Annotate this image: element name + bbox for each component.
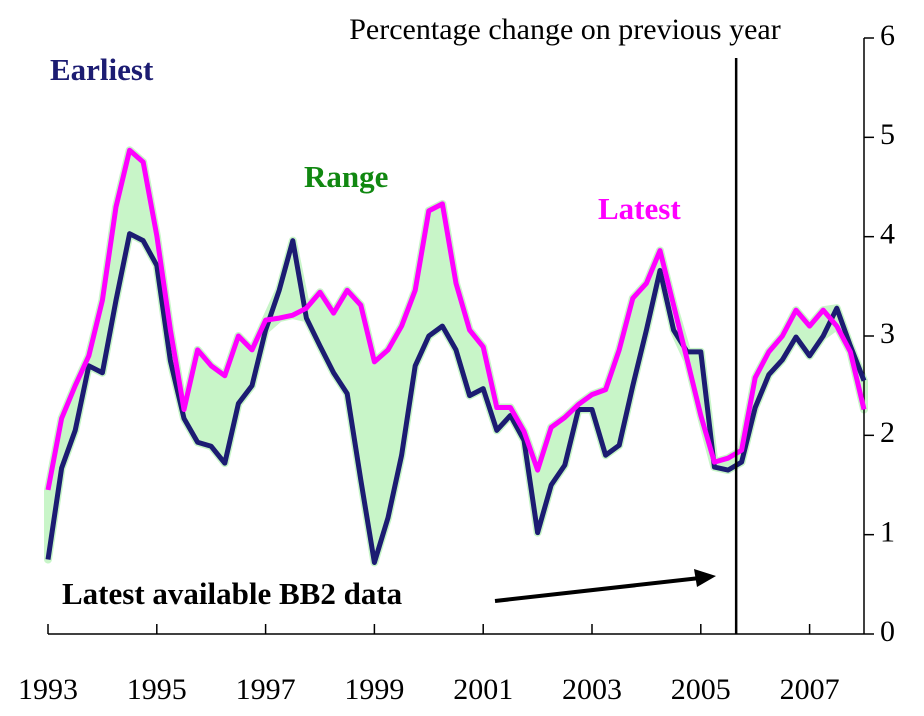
series-label: Latest [598, 191, 681, 226]
annotation: Latest available BB2 data [62, 576, 403, 611]
arrow [494, 576, 701, 603]
y-tick-label: 2 [880, 416, 895, 449]
x-tick-label: 1997 [236, 673, 296, 706]
x-tick-label: 1995 [127, 673, 187, 706]
series-line [45, 147, 867, 491]
series-label: Earliest [50, 52, 154, 87]
x-tick-label: 2003 [562, 673, 622, 706]
x-tick-label: 1999 [344, 673, 404, 706]
range-label: Range [304, 159, 388, 194]
y-tick-label: 3 [880, 317, 895, 350]
y-tick-label: 1 [880, 516, 895, 549]
x-tick-label: 1993 [18, 673, 78, 706]
arrow-head [694, 569, 716, 587]
y-tick-label: 0 [880, 615, 895, 648]
y-tick-label: 4 [880, 218, 895, 251]
y-tick-label: 5 [880, 118, 895, 151]
x-tick-label: 2007 [780, 673, 840, 706]
chart-title: Percentage change on previous year [349, 13, 780, 46]
series-line [45, 231, 867, 565]
y-tick-label: 6 [880, 19, 895, 52]
x-tick-label: 2005 [671, 673, 731, 706]
x-tick-label: 2001 [453, 673, 513, 706]
